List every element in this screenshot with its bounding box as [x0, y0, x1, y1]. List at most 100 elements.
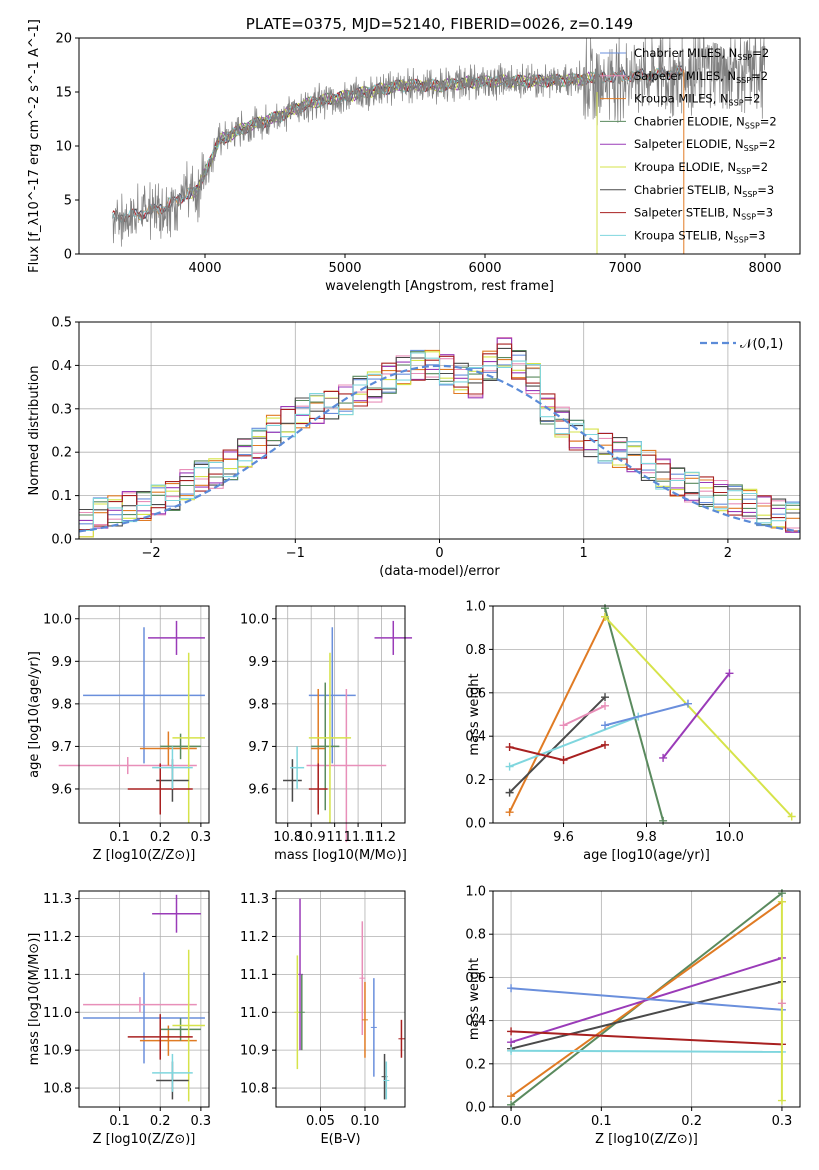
- plus-marker: [787, 812, 796, 821]
- y-tick-label: 0.4: [465, 730, 486, 745]
- series: [505, 693, 610, 797]
- x-tick-label: 6000: [468, 261, 501, 276]
- y-tick-label: 11.0: [240, 1006, 269, 1021]
- plus-marker: [507, 1027, 516, 1036]
- x-axis-label: (data-model)/error: [379, 564, 500, 579]
- legend-entry: Chabrier ELODIE, NSSP=2: [634, 114, 777, 130]
- plus-marker: [725, 669, 734, 678]
- x-tick-label: 10.0: [715, 830, 744, 845]
- x-tick-label: 0.1: [109, 1114, 130, 1129]
- plus-marker: [559, 756, 568, 765]
- y-tick-label: 1.0: [465, 885, 486, 900]
- legend-entry: Chabrier MILES, NSSP=2: [634, 46, 769, 62]
- chart-7: [493, 889, 800, 1109]
- normal-curve-line: [78, 364, 801, 533]
- plus-marker: [505, 788, 514, 797]
- y-tick-label: 20: [55, 32, 72, 47]
- legend-entry: Salpeter ELODIE, NSSP=2: [634, 137, 776, 153]
- axes-frame-3: [275, 605, 406, 824]
- series-line: [604, 616, 793, 818]
- y-tick-label: 10.0: [240, 612, 269, 627]
- x-tick-label: 11.1: [344, 830, 373, 845]
- data-point: [298, 974, 305, 1051]
- data-point: [58, 757, 197, 775]
- y-axis-label: Flux [f_λ10^-17 erg cm^-2 s^-1 A^-1]: [27, 19, 42, 273]
- series: [507, 977, 786, 1053]
- data-point: [359, 921, 366, 1035]
- y-tick-label: 11.1: [240, 968, 269, 983]
- x-tick-label: 0: [435, 546, 443, 561]
- x-tick-label: 11: [326, 830, 343, 845]
- plus-marker: [559, 721, 568, 730]
- x-tick-label: 9.6: [553, 830, 574, 845]
- series-line: [511, 987, 782, 1011]
- y-tick-label: 10: [55, 140, 72, 155]
- x-axis-label: mass [log10(M/M⊙)]: [274, 848, 407, 863]
- y-tick-label: 10.9: [240, 1044, 269, 1059]
- series: [505, 612, 610, 817]
- legend-entry: 𝒩(0,1): [740, 337, 783, 352]
- y-tick-label: 0.0: [465, 1101, 486, 1116]
- axes-frame-6: [275, 890, 406, 1108]
- series-line: [508, 696, 606, 794]
- data-point: [152, 746, 193, 789]
- x-tick-label: 0.0: [501, 1114, 522, 1129]
- data-point: [152, 894, 201, 933]
- plus-marker: [505, 808, 514, 817]
- y-tick-label: 0: [64, 248, 72, 263]
- y-tick-label: 10.9: [43, 1044, 72, 1059]
- series-line: [604, 702, 689, 727]
- x-tick-label: 0.1: [109, 830, 130, 845]
- x-tick-label: 9.8: [636, 830, 657, 845]
- y-tick-label: 0.2: [465, 1057, 486, 1072]
- y-tick-label: 11.3: [240, 892, 269, 907]
- y-tick-label: 0.3: [51, 402, 72, 417]
- x-tick-label: −1: [286, 546, 305, 561]
- plus-marker: [601, 604, 610, 613]
- data-point: [83, 627, 205, 764]
- series: [601, 604, 668, 825]
- legend-entry: Kroupa STELIB, NSSP=3: [634, 228, 765, 244]
- x-tick-label: 0.05: [306, 1114, 335, 1129]
- plus-marker: [601, 721, 610, 730]
- x-tick-label: 2: [724, 546, 732, 561]
- y-axis-label: mass weight: [467, 673, 482, 755]
- data-spectrum-line: [112, 36, 766, 247]
- plus-marker: [683, 699, 692, 708]
- x-tick-label: 0.10: [350, 1114, 379, 1129]
- y-tick-label: 0.8: [465, 643, 486, 658]
- data-point: [308, 763, 328, 815]
- y-tick-label: 1.0: [465, 600, 486, 615]
- y-tick-label: 0.8: [465, 928, 486, 943]
- y-tick-label: 11.0: [43, 1006, 72, 1021]
- y-tick-label: 11.1: [43, 968, 72, 983]
- legend-entry: Salpeter STELIB, NSSP=3: [634, 206, 773, 222]
- legend-entry: Salpeter MILES, NSSP=2: [634, 69, 768, 85]
- series: [507, 1046, 786, 1056]
- plus-marker: [659, 753, 668, 762]
- plus-marker: [601, 740, 610, 749]
- chart-5: [79, 891, 209, 1107]
- x-tick-label: 10.9: [297, 830, 326, 845]
- x-tick-label: 0.3: [191, 1114, 212, 1129]
- data-point: [306, 688, 387, 843]
- chart-1: [78, 321, 801, 540]
- plus-marker: [777, 1096, 786, 1105]
- y-tick-label: 10.8: [43, 1082, 72, 1097]
- plus-marker: [507, 1092, 516, 1101]
- plus-marker: [601, 693, 610, 702]
- y-tick-label: 9.6: [248, 782, 269, 797]
- y-tick-label: 10.0: [43, 612, 72, 627]
- y-tick-label: 9.7: [248, 740, 269, 755]
- y-axis-label: Normed distribution: [27, 366, 42, 496]
- y-tick-label: 0.5: [51, 316, 72, 331]
- y-tick-label: 0.2: [51, 446, 72, 461]
- x-tick-label: 0.3: [772, 1114, 793, 1129]
- data-point: [139, 731, 197, 766]
- chart-4: [493, 604, 800, 825]
- x-tick-label: 8000: [748, 261, 781, 276]
- y-tick-label: 9.8: [51, 697, 72, 712]
- x-tick-label: 0.2: [681, 1114, 702, 1129]
- y-tick-label: 0.2: [465, 773, 486, 788]
